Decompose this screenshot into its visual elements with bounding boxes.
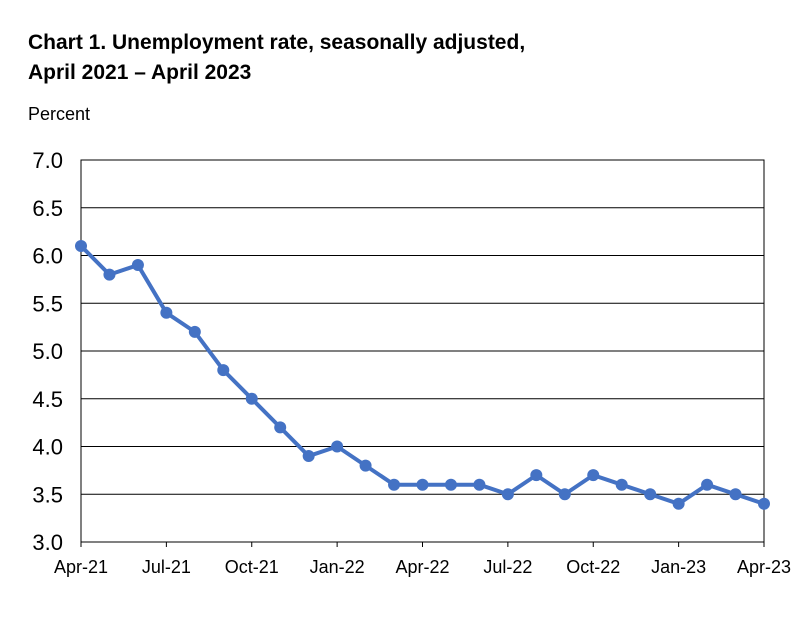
- data-points: [75, 239, 770, 510]
- data-point: [473, 478, 486, 491]
- data-point: [758, 497, 770, 510]
- data-point: [729, 488, 742, 501]
- x-axis-ticks: Apr-21 Jul-21 Oct-21 Jan-22 Apr-22 Jul-22 Oct-…: [54, 542, 791, 577]
- series-line: [79, 244, 765, 506]
- data-point: [444, 478, 457, 491]
- data-point: [558, 488, 571, 501]
- data-point: [188, 325, 201, 338]
- y-tick-label: 3.0: [32, 530, 63, 555]
- y-tick-label: 6.0: [32, 244, 63, 269]
- data-point: [75, 239, 87, 252]
- data-point: [530, 469, 543, 482]
- data-point: [644, 488, 657, 501]
- data-point: [274, 421, 287, 434]
- data-point: [217, 364, 230, 377]
- data-point: [245, 392, 258, 405]
- y-tick-label: 6.5: [32, 196, 63, 221]
- y-tick-label: 4.5: [32, 387, 63, 412]
- data-point: [416, 478, 429, 491]
- x-tick-label: Jan-23: [651, 557, 706, 577]
- x-tick-label: Oct-22: [566, 557, 620, 577]
- y-tick-label: 3.5: [32, 482, 63, 507]
- y-tick-label: 5.5: [32, 291, 63, 316]
- data-point: [615, 478, 628, 491]
- data-point: [672, 497, 685, 510]
- chart-title-line-1: Chart 1. Unemployment rate, seasonally a…: [28, 31, 526, 54]
- data-point: [103, 268, 116, 281]
- data-point: [160, 306, 173, 319]
- data-point: [359, 459, 372, 472]
- x-tick-label: Apr-23: [737, 557, 791, 577]
- data-point: [701, 478, 714, 491]
- x-tick-label: Apr-22: [395, 557, 449, 577]
- y-tick-label: 5.0: [32, 339, 63, 364]
- data-point: [131, 259, 144, 272]
- data-point: [587, 469, 600, 482]
- data-point: [501, 488, 514, 501]
- y-axis-label: Percent: [28, 104, 91, 124]
- x-tick-label: Jul-22: [483, 557, 532, 577]
- data-point: [388, 478, 401, 491]
- x-tick-label: Apr-21: [54, 557, 108, 577]
- y-tick-label: 4.0: [32, 435, 63, 460]
- data-point: [331, 440, 344, 453]
- data-point: [302, 450, 315, 463]
- chart-title-line-2: April 2021 – April 2023: [28, 61, 252, 84]
- chart-title: Chart 1. Unemployment rate, seasonally a…: [28, 28, 525, 88]
- y-axis-ticks: 7.0 6.5 6.0 5.5 5.0 4.5 4.0 3.5 3.0: [32, 148, 63, 555]
- y-tick-label: 7.0: [32, 148, 63, 173]
- x-tick-label: Jul-21: [142, 557, 191, 577]
- x-tick-label: Jan-22: [310, 557, 365, 577]
- x-tick-label: Oct-21: [225, 557, 279, 577]
